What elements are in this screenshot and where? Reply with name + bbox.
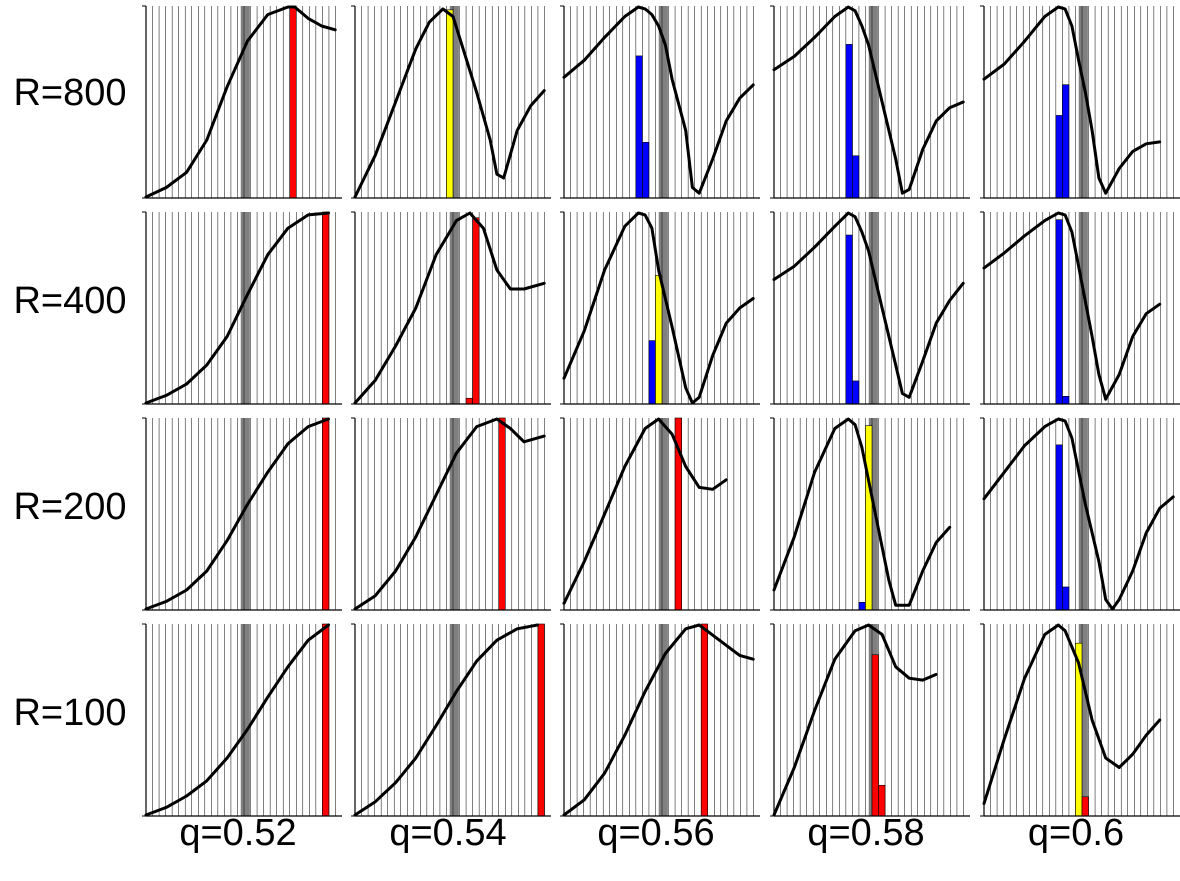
curve-line [562, 211, 755, 405]
curve-line [772, 211, 965, 399]
curve-line [353, 211, 546, 405]
bar-blue [852, 380, 860, 405]
shaded-band [449, 6, 459, 198]
curve-line [772, 5, 965, 195]
curve-line [562, 5, 755, 195]
row-label-r800: R=800 [13, 72, 127, 114]
bar-blue [1055, 219, 1063, 405]
panel-r1-c1 [351, 211, 551, 405]
shaded-band [240, 212, 250, 404]
row-label-r100: R=100 [13, 692, 127, 734]
shaded-band [240, 624, 250, 816]
curve-line [144, 417, 330, 611]
col-label-q052: q=0.52 [179, 812, 297, 854]
bar-blue [642, 142, 650, 199]
panel-r3-c2 [560, 623, 760, 817]
panel-r2-c1 [351, 417, 551, 611]
bar-red [472, 217, 480, 405]
bar-blue [852, 155, 860, 199]
bar-yellow [865, 425, 873, 611]
bar-blue [648, 340, 656, 405]
bar-blue [845, 234, 853, 405]
shaded-band [449, 624, 459, 816]
bar-blue [1055, 444, 1063, 611]
curve-line [982, 417, 1175, 611]
curve-line [353, 7, 546, 199]
shaded-band [868, 6, 878, 198]
shaded-band [868, 212, 878, 404]
panel-r2-c3 [770, 417, 970, 611]
panel-r0-c2 [560, 5, 760, 199]
bar-yellow [655, 275, 663, 405]
curve-line [144, 211, 330, 405]
curve-line [982, 5, 1162, 195]
bar-red [322, 211, 330, 405]
curve-line [562, 623, 755, 817]
panel-r3-c0 [142, 623, 342, 817]
bar-red [289, 5, 297, 199]
panel-r3-c3 [770, 623, 970, 817]
shaded-band [658, 6, 668, 198]
panel-r0-c1 [351, 5, 551, 199]
curve-line [982, 623, 1162, 806]
shaded-band [658, 418, 668, 610]
curve-line [353, 623, 539, 817]
bar-red [322, 623, 330, 817]
shaded-band [1078, 624, 1088, 816]
shaded-band [240, 6, 250, 198]
panel-r0-c3 [770, 5, 970, 199]
bar-blue [635, 55, 643, 199]
bar-red [537, 623, 545, 817]
shaded-band [1078, 418, 1088, 610]
bar-blue [1062, 586, 1070, 611]
bar-blue [1062, 396, 1070, 405]
bar-blue [1055, 115, 1063, 199]
curve-line [772, 623, 938, 817]
shaded-band [658, 624, 668, 816]
row-label-r400: R=400 [13, 280, 127, 322]
col-label-q058: q=0.58 [807, 812, 925, 854]
shaded-band [868, 418, 878, 610]
bar-blue [1062, 84, 1070, 199]
panel-r1-c0 [142, 211, 342, 405]
curve-line [772, 417, 952, 607]
bar-blue [858, 602, 866, 611]
panel-r2-c2 [560, 417, 760, 611]
panel-r0-c4 [980, 5, 1180, 199]
col-label-q056: q=0.56 [597, 812, 715, 854]
curve-line [982, 211, 1162, 401]
shaded-band [1078, 212, 1088, 404]
panel-r3-c1 [351, 623, 551, 817]
bar-red [700, 623, 709, 817]
row-label-r200: R=200 [13, 486, 127, 528]
bar-blue [845, 44, 853, 199]
curve-line [562, 417, 728, 605]
shaded-band [658, 212, 668, 404]
panel-r1-c3 [770, 211, 970, 405]
col-label-q054: q=0.54 [389, 812, 507, 854]
bar-red [465, 397, 473, 405]
panel-r2-c4 [980, 417, 1180, 611]
panel-r1-c2 [560, 211, 760, 405]
bar-yellow [446, 9, 454, 199]
curve-line [353, 417, 546, 611]
curve-line [144, 623, 330, 817]
panel-r3-c4 [980, 623, 1180, 817]
shaded-band [449, 418, 459, 610]
panel-r2-c0 [142, 417, 342, 611]
shaded-band [1078, 6, 1088, 198]
shaded-band [449, 212, 459, 404]
bar-red [322, 417, 330, 611]
col-label-q06: q=0.6 [1027, 812, 1125, 854]
bar-red [498, 417, 506, 611]
bar-red [871, 654, 879, 817]
shaded-band [240, 418, 250, 610]
curve-line [144, 5, 337, 199]
panel-r0-c0 [142, 5, 342, 199]
panel-r1-c4 [980, 211, 1180, 405]
